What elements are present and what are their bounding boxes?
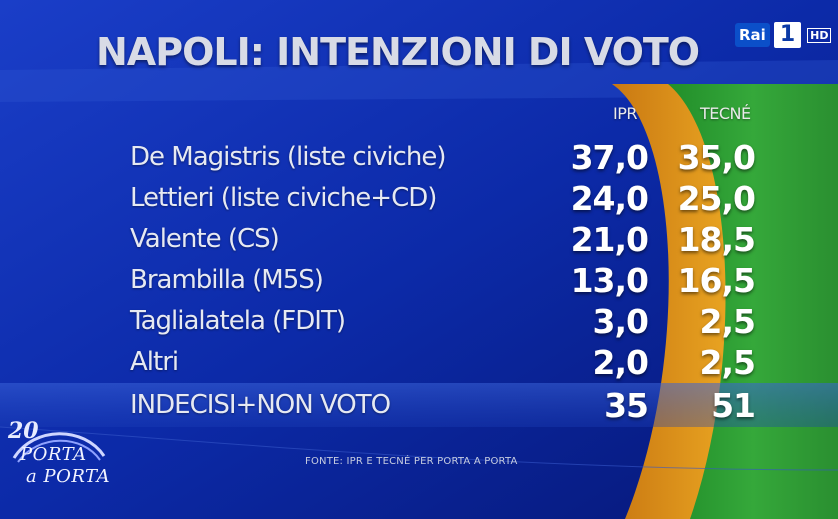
value-tecne: 2,5	[699, 343, 756, 382]
candidate-label: Valente (CS)	[130, 224, 280, 254]
value-ipr: 37,0	[570, 138, 649, 177]
logo-arc-icon	[12, 432, 106, 463]
logo-number: 20	[8, 418, 39, 444]
value-ipr: 13,0	[570, 261, 649, 300]
value-tecne: 35,0	[677, 138, 756, 177]
chart-title: NAPOLI: INTENZIONI DI VOTO	[96, 30, 700, 74]
column-header-tecne: TECNÉ	[700, 104, 751, 123]
porta-a-porta-logo: 20 PORTA a PORTA	[4, 418, 114, 498]
table-row: Taglialatela (FDIT) 3,0 2,5	[0, 302, 838, 346]
table-row: Brambilla (M5S) 13,0 16,5	[0, 261, 838, 305]
value-tecne: 2,5	[699, 302, 756, 341]
summary-value-tecne: 51	[711, 386, 756, 425]
value-tecne: 16,5	[677, 261, 756, 300]
value-ipr: 24,0	[570, 179, 649, 218]
value-tecne: 25,0	[677, 179, 756, 218]
candidate-label: De Magistris (liste civiche)	[130, 142, 446, 172]
table-row: Valente (CS) 21,0 18,5	[0, 220, 838, 264]
value-tecne: 18,5	[677, 220, 756, 259]
summary-value-ipr: 35	[604, 386, 649, 425]
hd-badge: HD	[807, 27, 832, 43]
column-header-ipr: IPR	[613, 104, 637, 123]
channel-logo: Rai 1 HD	[735, 21, 832, 49]
source-note: FONTE: IPR E TECNÉ PER PORTA A PORTA	[305, 456, 518, 467]
value-ipr: 3,0	[592, 302, 649, 341]
summary-row: INDECISI+NON VOTO 35 51	[0, 386, 838, 430]
candidate-label: Lettieri (liste civiche+CD)	[130, 183, 437, 213]
candidate-label: Altri	[130, 347, 179, 377]
table-row: De Magistris (liste civiche) 37,0 35,0	[0, 138, 838, 182]
candidate-label: Taglialatela (FDIT)	[130, 306, 346, 336]
summary-label: INDECISI+NON VOTO	[130, 390, 391, 420]
summary-band	[0, 383, 838, 427]
value-ipr: 21,0	[570, 220, 649, 259]
logo-line1: PORTA	[20, 444, 87, 465]
channel-number: 1	[773, 22, 802, 48]
candidate-label: Brambilla (M5S)	[130, 265, 324, 295]
table-row: Lettieri (liste civiche+CD) 24,0 25,0	[0, 179, 838, 223]
logo-line2: a PORTA	[26, 466, 111, 487]
table-row: Altri 2,0 2,5	[0, 343, 838, 387]
value-ipr: 2,0	[592, 343, 649, 382]
rai-wordmark: Rai	[735, 23, 770, 47]
